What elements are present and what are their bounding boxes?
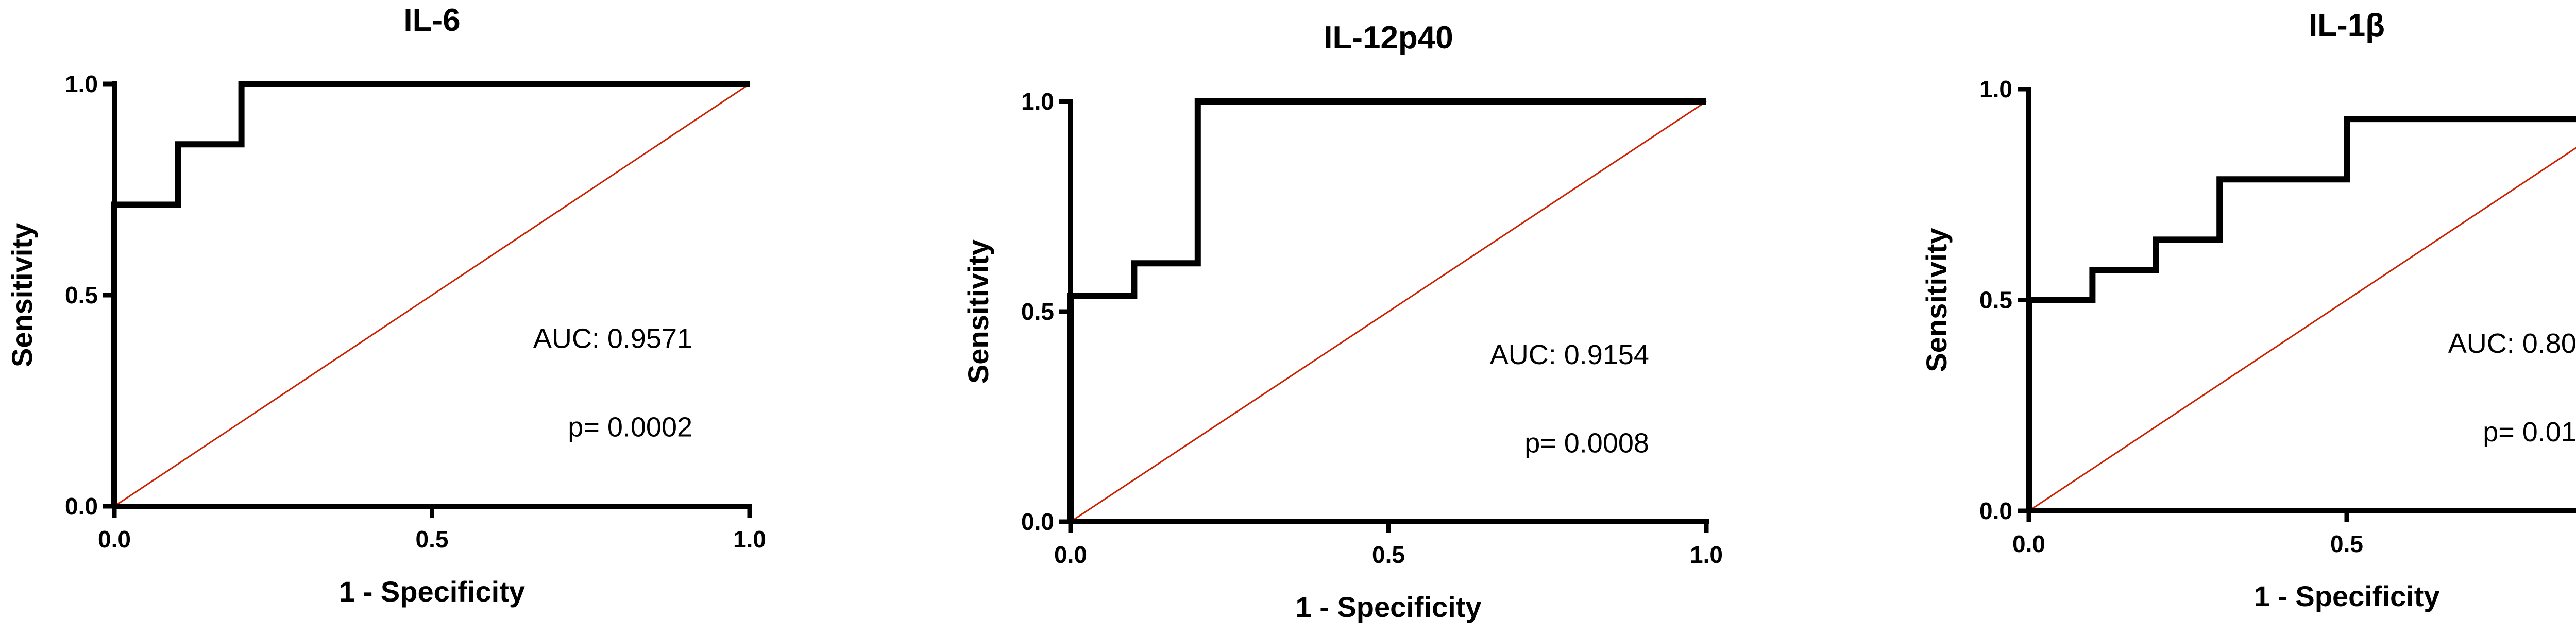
y-tick-label: 0.5: [1979, 287, 2012, 314]
y-tick-label: 0.0: [1021, 508, 1054, 535]
x-tick-label: 0.0: [2012, 530, 2045, 557]
auc-annotation: AUC: 0.9154: [1490, 339, 1649, 370]
roc-panel-il-1b: IL-1β0.00.51.00.00.51.01 - SpecificitySe…: [1920, 8, 2576, 612]
x-tick-label: 0.5: [2330, 530, 2363, 557]
y-axis-label: Sensitivity: [1920, 228, 1953, 372]
y-axis-label: Sensitivity: [6, 223, 38, 367]
y-tick-label: 0.5: [1021, 298, 1054, 325]
x-axis-label: 1 - Specificity: [339, 575, 525, 608]
x-tick-label: 1.0: [1690, 541, 1723, 568]
y-tick-label: 0.0: [65, 493, 98, 520]
reference-diagonal-line: [1070, 100, 1707, 523]
roc-panel-il-6: IL-6 0.0 0.5 1.0 0.0 0.5 1.0 1 - Specificity Sen…: [6, 3, 766, 608]
x-tick-label: 0.5: [416, 526, 449, 553]
y-tick-label: 0.0: [1979, 497, 2012, 524]
p-value-annotation: p= 0.0002: [568, 412, 692, 443]
x-axis-label: 1 - Specificity: [1295, 591, 1481, 623]
chart-title: IL-6: [403, 3, 460, 38]
x-tick-label: 0.0: [1054, 541, 1087, 568]
x-tick-label: 0.5: [1372, 541, 1405, 568]
y-tick-label: 1.0: [1979, 76, 2012, 102]
auc-annotation: AUC: 0.9571: [533, 323, 692, 354]
y-axis-label: Sensitivity: [962, 239, 994, 384]
y-tick-label: 1.0: [65, 71, 98, 97]
axis-lines: [2026, 87, 2576, 513]
y-tick-label: 1.0: [1021, 88, 1054, 115]
p-value-annotation: p= 0.0139: [2483, 417, 2576, 448]
reference-diagonal-line: [114, 83, 750, 507]
x-tick-label: 0.0: [98, 526, 131, 553]
chart-title: IL-12p40: [1324, 20, 1453, 56]
x-axis-label: 1 - Specificity: [2253, 580, 2439, 612]
roc-curve-line: [2026, 116, 2576, 511]
x-tick-label: 1.0: [733, 526, 766, 553]
auc-annotation: AUC: 0.8000: [2448, 328, 2576, 359]
chart-title: IL-1β: [2309, 8, 2385, 43]
p-value-annotation: p= 0.0008: [1524, 427, 1649, 458]
roc-panel-il-12p40: IL-12p40 0.0 0.5 1.0 0.0 0.5 1.0 1 - Specificit…: [962, 20, 1723, 623]
y-tick-label: 0.5: [65, 282, 98, 308]
reference-diagonal-line: [2028, 147, 2576, 512]
